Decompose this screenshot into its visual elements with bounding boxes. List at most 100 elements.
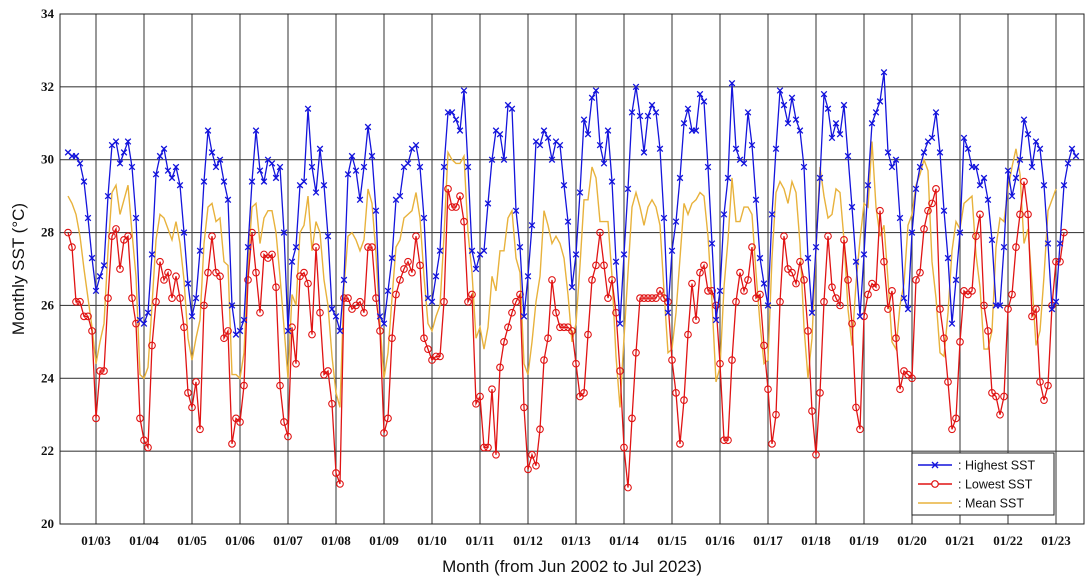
data-point (228, 302, 236, 309)
data-point (748, 141, 756, 149)
data-point (492, 450, 500, 459)
data-point (680, 120, 688, 127)
data-point (1024, 130, 1032, 138)
data-point (812, 243, 820, 251)
data-point (624, 185, 632, 193)
data-point (956, 229, 964, 236)
x-tick-label: 01/23 (1041, 533, 1071, 548)
data-point (236, 418, 244, 426)
data-point (764, 385, 772, 394)
data-point (500, 156, 508, 163)
y-tick-label: 34 (41, 6, 55, 21)
data-point (224, 327, 232, 335)
data-point (544, 134, 552, 142)
data-point (652, 294, 660, 302)
data-point (852, 403, 860, 412)
data-point (428, 298, 436, 306)
x-tick-label: 01/09 (369, 533, 399, 548)
data-point (988, 236, 996, 244)
data-point (1016, 210, 1024, 219)
data-point (356, 196, 364, 204)
data-point (1036, 145, 1044, 153)
data-point (80, 178, 88, 185)
data-point (584, 130, 592, 138)
data-point (404, 160, 412, 167)
data-point (448, 203, 456, 211)
data-point (852, 258, 860, 265)
data-point (400, 265, 408, 273)
x-tick-label: 01/06 (225, 533, 255, 548)
data-point (160, 145, 168, 153)
data-point (632, 83, 640, 91)
data-point (184, 389, 192, 397)
data-point (524, 273, 532, 280)
data-point (452, 203, 460, 211)
data-point (884, 305, 892, 313)
data-point (976, 181, 984, 189)
data-point (820, 297, 828, 306)
data-point (536, 425, 544, 434)
data-point (952, 276, 960, 284)
data-point (908, 229, 916, 236)
data-point (932, 185, 940, 193)
data-point (128, 294, 136, 302)
data-point (940, 207, 948, 214)
x-tick-label: 01/14 (609, 533, 639, 548)
x-tick-label: 01/16 (705, 533, 735, 548)
data-point (888, 287, 896, 295)
data-point (880, 69, 888, 76)
data-point (588, 276, 596, 284)
data-point (148, 341, 156, 350)
data-point (976, 210, 984, 219)
data-point (692, 316, 700, 324)
x-tick-label: 01/18 (801, 533, 831, 548)
data-point (632, 348, 640, 357)
data-point (512, 207, 520, 214)
data-point (1044, 381, 1052, 390)
data-point (480, 443, 488, 452)
data-point (968, 287, 976, 295)
data-point (200, 178, 208, 185)
data-point (1020, 116, 1028, 123)
data-point (204, 127, 212, 134)
data-point (548, 156, 556, 163)
data-point (336, 480, 344, 488)
data-point (668, 247, 676, 255)
data-point (100, 262, 108, 269)
data-point (216, 156, 224, 163)
data-point (724, 174, 732, 182)
legend-entry: : Lowest SST (958, 478, 1033, 492)
data-point (76, 297, 84, 306)
data-point (220, 178, 228, 185)
y-tick-label: 22 (41, 443, 54, 458)
data-point (404, 257, 412, 266)
data-point (640, 149, 648, 156)
data-point (68, 243, 76, 251)
data-point (912, 276, 920, 284)
data-point (360, 163, 368, 171)
data-point (300, 178, 308, 185)
data-point (896, 385, 904, 394)
data-point (88, 254, 96, 262)
data-point (600, 160, 608, 167)
data-point (516, 243, 524, 251)
data-point (112, 225, 120, 233)
data-point (132, 214, 140, 222)
data-point (684, 105, 692, 112)
data-point (168, 294, 176, 302)
data-point (832, 294, 840, 302)
x-tick-label: 01/03 (81, 533, 111, 548)
data-point (580, 116, 588, 123)
data-point (620, 251, 628, 258)
data-point (648, 294, 656, 302)
data-point (580, 389, 588, 397)
data-point (588, 94, 596, 102)
data-point (340, 294, 348, 302)
data-point (800, 163, 808, 171)
data-point (248, 178, 256, 185)
data-point (1056, 257, 1064, 266)
data-point (236, 327, 244, 335)
data-point (292, 243, 300, 251)
data-point (1024, 210, 1032, 219)
x-tick-labels: 01/03 01/04 01/05 01/06 01/07 01/08 01/09 01/10… (81, 533, 1071, 548)
